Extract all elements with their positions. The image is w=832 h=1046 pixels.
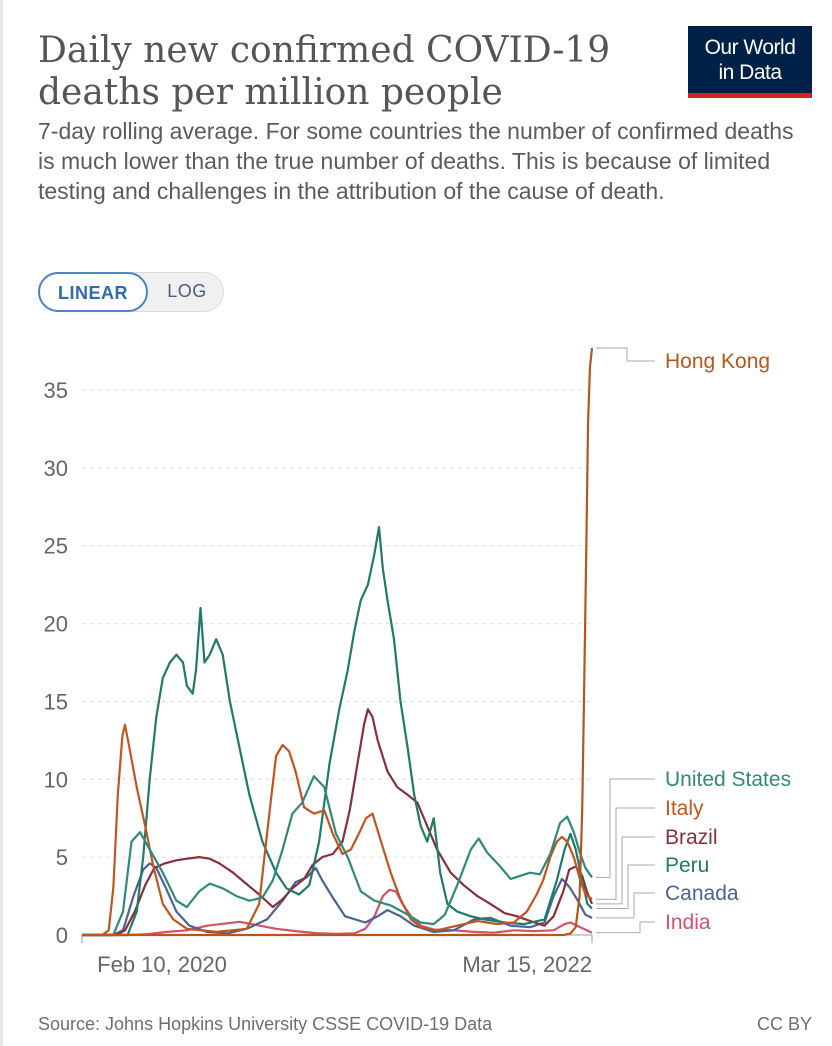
y-tick-label: 30 [44, 456, 68, 481]
series-line-india [82, 888, 593, 937]
logo-accent-bar [688, 93, 812, 98]
y-tick-label: 20 [44, 612, 68, 637]
label-connector [596, 892, 655, 919]
label-connector [596, 836, 655, 905]
series-label-italy: Italy [665, 797, 704, 820]
series-line-peru [82, 526, 593, 937]
logo-line-2: in Data [718, 61, 782, 84]
label-connector [596, 807, 655, 900]
label-connector [596, 778, 655, 878]
series-label-hong-kong: Hong Kong [665, 350, 770, 373]
log-scale-button[interactable]: LOG [167, 281, 207, 301]
series-labels: Hong Kong United States Italy Brazil Peru Can… [596, 347, 791, 934]
series-line-hong-kong [82, 347, 594, 937]
gridlines [82, 389, 592, 936]
series-line-brazil [82, 708, 594, 937]
y-tick-label: 5 [56, 845, 68, 870]
scale-toggle: LINEAR LOG [38, 272, 224, 312]
y-tick-label: 10 [44, 767, 68, 792]
owid-logo[interactable]: Our World in Data [688, 26, 812, 98]
source-note: Source: Johns Hopkins University CSSE CO… [38, 1014, 493, 1034]
license-link[interactable]: CC BY [756, 1014, 812, 1034]
x-tick-label: Mar 15, 2022 [462, 952, 592, 977]
series-label-united-states: United States [665, 768, 791, 791]
x-tick-label: Feb 10, 2020 [97, 952, 227, 977]
y-axis-ticks: 0 5 10 15 20 25 30 35 [44, 378, 68, 948]
series-label-brazil: Brazil [665, 826, 718, 849]
label-connector [596, 921, 655, 934]
series-line-united-states [82, 775, 593, 937]
left-border [0, 0, 3, 1046]
linear-scale-button[interactable]: LINEAR [38, 272, 148, 312]
chart-title: Daily new confirmed COVID-19 deaths per … [38, 30, 611, 113]
label-connector [596, 864, 655, 910]
y-tick-label: 35 [44, 378, 68, 403]
chart-subtitle: 7-day rolling average. For some countrie… [38, 118, 794, 204]
y-tick-label: 25 [44, 534, 68, 559]
label-connector [596, 347, 655, 362]
series-line-italy [82, 723, 593, 937]
y-tick-label: 0 [56, 923, 68, 948]
series-lines [82, 347, 594, 937]
x-axis: Feb 10, 2020 Mar 15, 2022 [81, 935, 593, 977]
logo-line-1: Our World [704, 36, 796, 59]
series-label-india: India [665, 911, 711, 934]
y-tick-label: 15 [44, 689, 68, 714]
series-label-canada: Canada [665, 882, 739, 905]
series-label-peru: Peru [665, 854, 709, 877]
